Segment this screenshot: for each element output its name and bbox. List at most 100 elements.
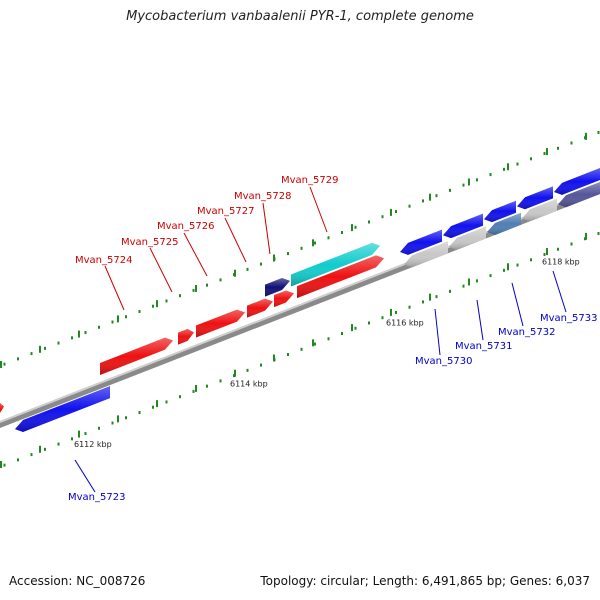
gene-mvan-5731-blue[interactable] [443,213,483,239]
guide-dot [341,332,343,336]
scale-tick [312,239,314,247]
scale-tick [468,178,470,186]
gene-label-mvan-5732[interactable]: Mvan_5732 [498,327,555,338]
guide-dot [462,183,465,187]
guide-dot [206,384,208,388]
scale-tick [234,269,236,277]
guide-dot [327,337,330,341]
gene-label-mvan-5729[interactable]: Mvan_5729 [281,175,338,186]
guide-dot [530,258,532,262]
label-leader-line [511,282,524,327]
scale-tick [78,330,80,338]
guide-dot [246,267,249,271]
label-leader-line [476,299,484,341]
guide-dot [84,432,87,436]
gene-mvan-5727[interactable] [247,298,273,318]
label-leader-line [74,459,96,493]
guide-dot [30,453,33,457]
gene-mvan-5724[interactable] [100,337,173,375]
guide-dot [125,416,127,420]
gene-label-mvan-5730[interactable]: Mvan_5730 [415,356,472,367]
gene-label-mvan-5727[interactable]: Mvan_5727 [197,206,254,217]
scale-tick [585,132,587,140]
guide-dot [395,310,397,314]
guide-dot [449,289,451,293]
gene-mvan-5733[interactable] [558,182,600,208]
guide-dot [597,130,600,134]
gene-mvan-5733-blue[interactable] [517,186,553,210]
gene-mvan-5731[interactable] [487,212,521,235]
guide-dot [17,357,19,361]
scale-label: 6118 kbp [542,258,580,267]
guide-dot [165,400,168,404]
guide-dot [530,157,532,161]
guide-dot [3,463,6,467]
guide-dot [30,352,33,356]
guide-dot [354,225,357,229]
guide-dot [179,395,181,399]
gene-mvan-5730-blue[interactable] [400,229,442,255]
guide-dot [260,363,262,367]
gene-mvan-5725[interactable] [178,328,194,345]
guide-dot [98,325,100,329]
scale-tick [78,430,80,438]
guide-dot [543,152,546,156]
guide-dot [138,309,141,313]
guide-dot [71,336,73,340]
gene-label-mvan-5724[interactable]: Mvan_5724 [75,255,132,266]
gene-label-mvan-5728[interactable]: Mvan_5728 [234,191,291,202]
guide-dot [597,231,600,235]
guide-dot [395,209,397,213]
guide-dot [543,253,546,257]
guide-dot [422,300,424,304]
guide-dot [435,295,438,299]
gene-mvan-5729-red[interactable] [297,255,384,299]
gene-mvan-5728-red[interactable] [274,290,294,308]
scale-tick [117,415,119,423]
gene-mvan-5728[interactable] [265,278,290,297]
scale-tick [156,300,158,308]
guide-dot [503,268,505,272]
gene-mvan-5729[interactable] [291,242,380,287]
guide-dot [516,263,519,267]
gene-mvan-5723[interactable] [15,386,110,433]
scale-label: 6112 kbp [74,440,112,449]
scale-tick [507,263,509,271]
scale-tick [507,163,509,171]
gene-mvan-5730[interactable] [404,241,448,268]
scale-tick [195,384,197,392]
gene-mvan-5734-blue[interactable] [554,168,600,195]
gene-label-mvan-5723[interactable]: Mvan_5723 [68,492,125,503]
guide-dot [557,146,559,150]
guide-dot [300,246,303,250]
gene-mvan-5732[interactable] [522,198,557,222]
scale-tick [0,461,2,468]
guide-dot [381,215,384,219]
guide-dot [57,442,60,446]
guide-dot [260,262,262,266]
gene-label-mvan-5733[interactable]: Mvan_5733 [540,313,597,324]
gene-mvan-5732-blue[interactable] [484,200,516,223]
guide-dot [57,341,60,345]
scale-tick [39,445,41,453]
scale-tick [390,208,392,216]
guide-dot [165,299,168,303]
scale-tick [0,361,2,368]
scale-tick [39,345,41,353]
accession-text: Accession: NC_008726 [9,574,146,588]
gene-label-mvan-5726[interactable]: Mvan_5726 [157,221,214,232]
guide-dot [557,247,559,251]
guide-dot [489,173,492,177]
scale-label: 6114 kbp [230,379,268,388]
scale-tick [429,193,431,201]
gene-mvan-5722[interactable] [0,402,4,417]
guide-dot [192,288,195,292]
gene-label-mvan-5725[interactable]: Mvan_5725 [121,237,178,248]
scale-tick [429,293,431,301]
gene-label-mvan-5731[interactable]: Mvan_5731 [455,341,512,352]
scale-tick [312,339,314,347]
gene-mvan-5731-grey[interactable] [449,226,486,250]
scale-tick [273,354,275,362]
scale-tick [585,232,587,240]
gene-mvan-5726[interactable] [196,309,245,338]
